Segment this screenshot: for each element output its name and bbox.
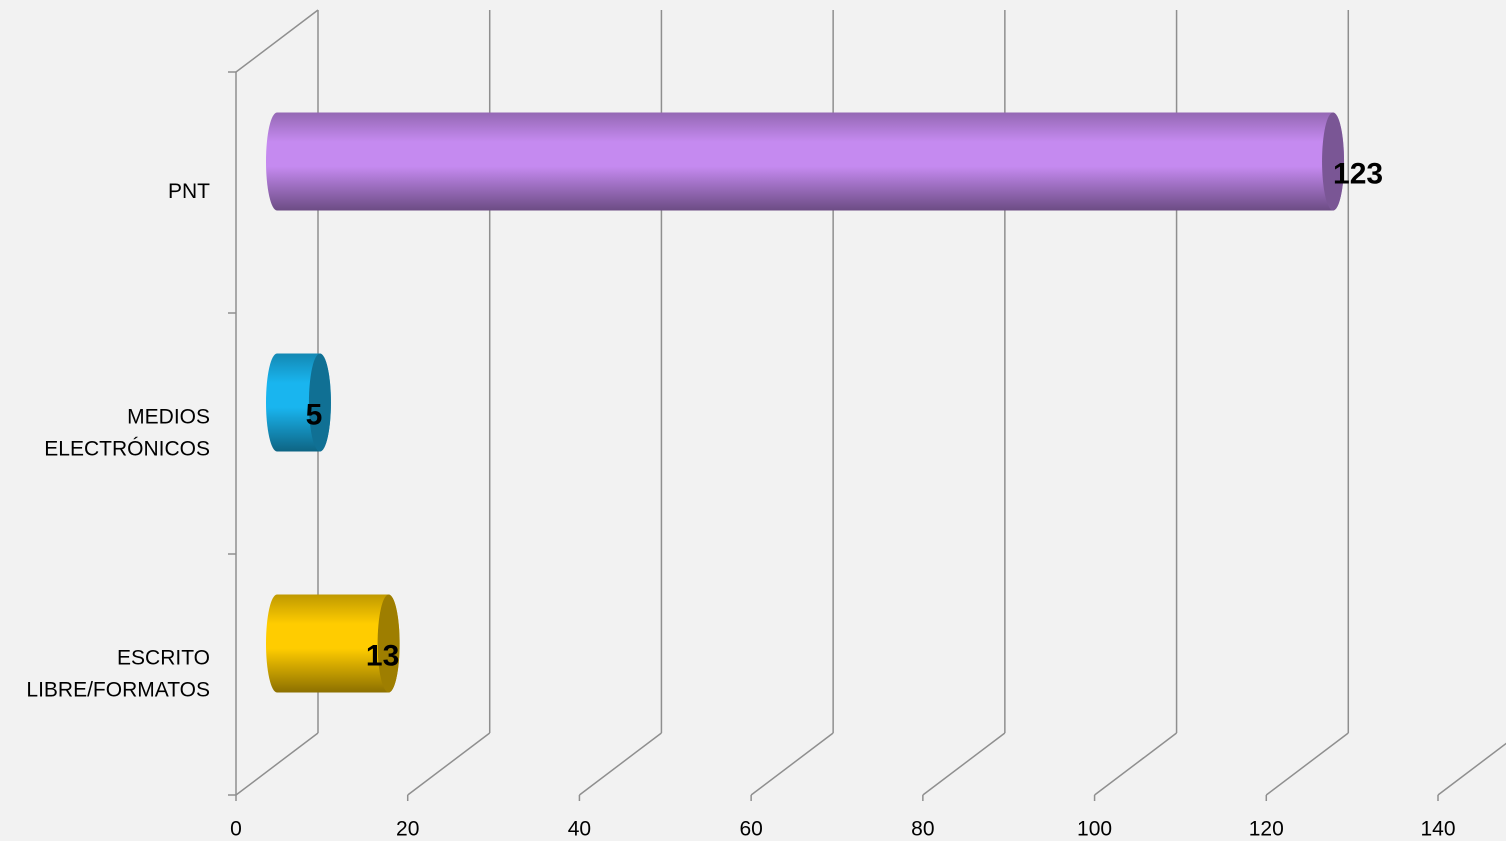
x-tick-label: 120: [1249, 818, 1284, 841]
x-tick-label: 100: [1077, 818, 1112, 841]
walls: [235, 9, 319, 795]
value-label: 13: [366, 639, 399, 672]
bar: [266, 353, 331, 452]
bar-end: [308, 353, 331, 452]
grid-line: [1265, 732, 1349, 796]
x-tick-label: 0: [230, 818, 242, 841]
x-tick-label: 80: [911, 818, 934, 841]
x-tick-label: 140: [1420, 818, 1455, 841]
x-tick-label: 40: [568, 818, 591, 841]
bar-end: [377, 594, 400, 693]
x-tick-label: 20: [396, 818, 419, 841]
grid-line: [750, 732, 834, 796]
grid-line: [1437, 742, 1506, 796]
y-tick-label: ESCRITO LIBRE/FORMATOS: [26, 646, 210, 701]
grid-line: [578, 732, 662, 796]
value-label: 123: [1333, 157, 1383, 190]
grid-line: [922, 732, 1006, 796]
bar-body: [266, 594, 400, 693]
bar-body: [266, 112, 1345, 211]
grid-line: [1094, 732, 1178, 796]
bar: [266, 112, 1345, 211]
y-tick-label: MEDIOS ELECTRÓNICOS: [44, 405, 210, 460]
grid-line: [235, 732, 319, 796]
bar: [266, 594, 400, 693]
y-tick-label: PNT: [168, 180, 210, 203]
left-wall-top: [235, 9, 319, 73]
grid-line: [407, 732, 491, 796]
x-tick-label: 60: [739, 818, 762, 841]
value-label: 5: [306, 398, 323, 431]
bar-end: [1322, 112, 1345, 211]
